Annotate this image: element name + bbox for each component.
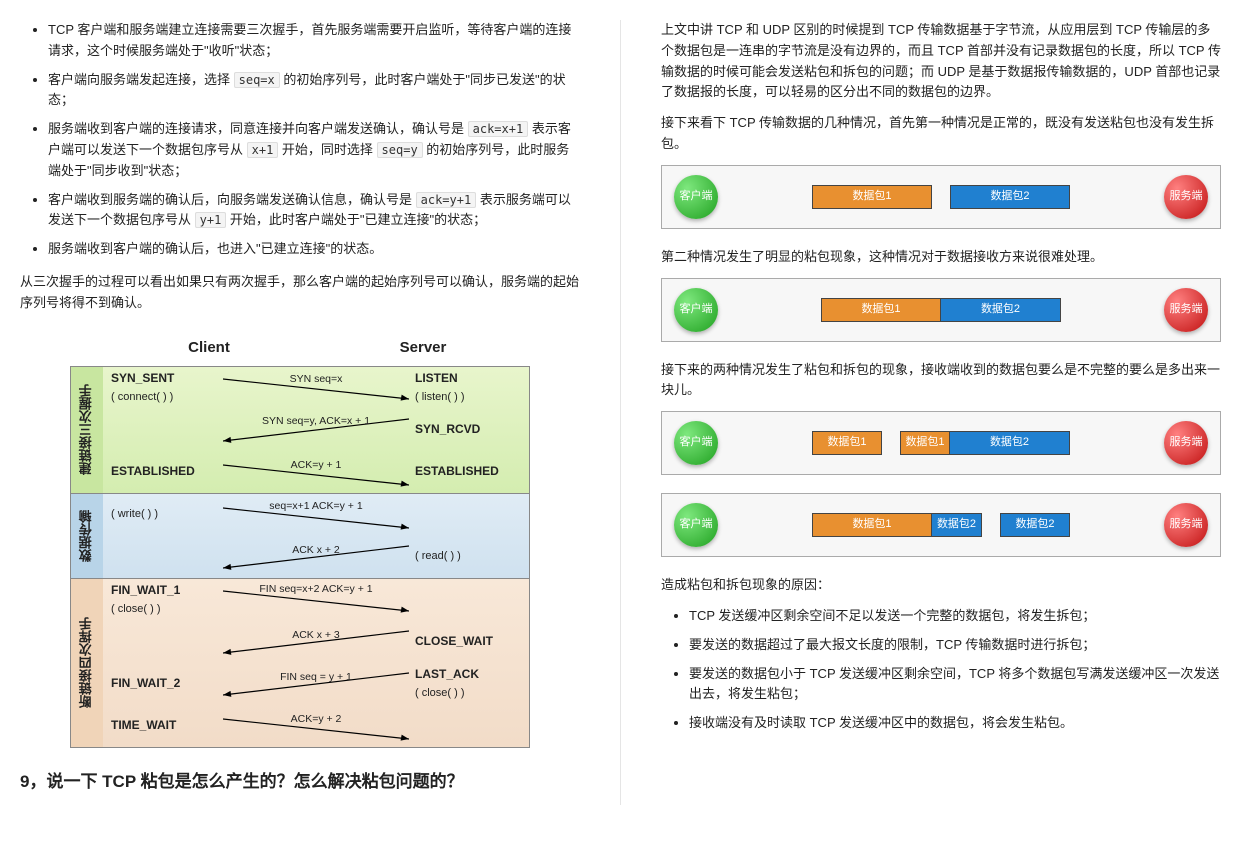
packet-2: 数据包2 xyxy=(1000,513,1070,537)
cause-3: 要发送的数据包小于 TCP 发送缓冲区剩余空间，TCP 将多个数据包写满发送缓冲… xyxy=(689,664,1221,706)
server-node: 服务端 xyxy=(1164,288,1208,332)
diagram-header-client: Client xyxy=(102,330,316,366)
bullet-5: 服务端收到客户端的确认后，也进入"已建立连接"的状态。 xyxy=(48,239,580,260)
case-intro: 接下来看下 TCP 传输数据的几种情况，首先第一种情况是正常的，既没有发送粘包也… xyxy=(661,113,1221,155)
packet-1-frag: 数据包1 xyxy=(900,431,950,455)
handshake-bullets: TCP 客户端和服务端建立连接需要三次握手，首先服务端需要开启监听，等待客户端的… xyxy=(20,20,580,260)
packet-1: 数据包1 xyxy=(821,298,941,322)
packet-case-3: 客户端 数据包1 数据包1 数据包2 服务端 xyxy=(661,411,1221,475)
client-node: 客户端 xyxy=(674,175,718,219)
bullet-1: TCP 客户端和服务端建立连接需要三次握手，首先服务端需要开启监听，等待客户端的… xyxy=(48,20,580,62)
causes-list: TCP 发送缓冲区剩余空间不足以发送一个完整的数据包，将发生拆包； 要发送的数据… xyxy=(661,606,1221,734)
packet-2: 数据包2 xyxy=(941,298,1061,322)
cause-4: 接收端没有及时读取 TCP 发送缓冲区中的数据包，将会发生粘包。 xyxy=(689,713,1221,734)
packet-1: 数据包1 xyxy=(812,431,882,455)
client-node: 客户端 xyxy=(674,288,718,332)
server-node: 服务端 xyxy=(1164,421,1208,465)
case34-text: 接下来的两种情况发生了粘包和拆包的现象，接收端收到的数据包要么是不完整的要么是多… xyxy=(661,360,1221,402)
packet-2-frag: 数据包2 xyxy=(932,513,982,537)
causes-title: 造成粘包和拆包现象的原因： xyxy=(661,575,1221,596)
question-9-title: 9，说一下 TCP 粘包是怎么产生的？怎么解决粘包问题的？ xyxy=(20,768,580,795)
server-node: 服务端 xyxy=(1164,503,1208,547)
diagram-header-server: Server xyxy=(316,330,530,366)
bullet-2: 客户端向服务端发起连接，选择 seq=x 的初始序列号，此时客户端处于"同步已发… xyxy=(48,70,580,112)
cause-2: 要发送的数据超过了最大报文长度的限制，TCP 传输数据时进行拆包； xyxy=(689,635,1221,656)
packet-case-1: 客户端 数据包1 数据包2 服务端 xyxy=(661,165,1221,229)
bullet-3: 服务端收到客户端的连接请求，同意连接并向客户端发送确认，确认号是 ack=x+1… xyxy=(48,119,580,181)
packet-1: 数据包1 xyxy=(812,513,932,537)
client-node: 客户端 xyxy=(674,421,718,465)
diagram-section-handshake: 建链接三次握手 SYN_SENT( connect( ) ) SYN seq=x… xyxy=(70,366,530,494)
bullet-4: 客户端收到服务端的确认后，向服务端发送确认信息，确认号是 ack=y+1 表示服… xyxy=(48,190,580,232)
packet-2: 数据包2 xyxy=(950,431,1070,455)
handshake-summary: 从三次握手的过程可以看出如果只有两次握手，那么客户端的起始序列号可以确认，服务端… xyxy=(20,272,580,314)
packet-case-4: 客户端 数据包1 数据包2 数据包2 服务端 xyxy=(661,493,1221,557)
cause-1: TCP 发送缓冲区剩余空间不足以发送一个完整的数据包，将发生拆包； xyxy=(689,606,1221,627)
packet-2: 数据包2 xyxy=(950,185,1070,209)
client-node: 客户端 xyxy=(674,503,718,547)
case2-text: 第二种情况发生了明显的粘包现象，这种情况对于数据接收方来说很难处理。 xyxy=(661,247,1221,268)
server-node: 服务端 xyxy=(1164,175,1208,219)
packet-case-2: 客户端 数据包1 数据包2 服务端 xyxy=(661,278,1221,342)
sticky-intro: 上文中讲 TCP 和 UDP 区别的时候提到 TCP 传输数据基于字节流，从应用… xyxy=(661,20,1221,103)
diagram-section-transfer: 数据传输 ( write( ) ) seq=x+1 ACK=y + 1 ACK … xyxy=(70,494,530,579)
tcp-handshake-diagram: Client Server 建链接三次握手 SYN_SENT( connect(… xyxy=(70,330,530,748)
diagram-section-close: 断链接四次挥手 FIN_WAIT_1( close( ) ) FIN seq=x… xyxy=(70,579,530,748)
packet-1: 数据包1 xyxy=(812,185,932,209)
